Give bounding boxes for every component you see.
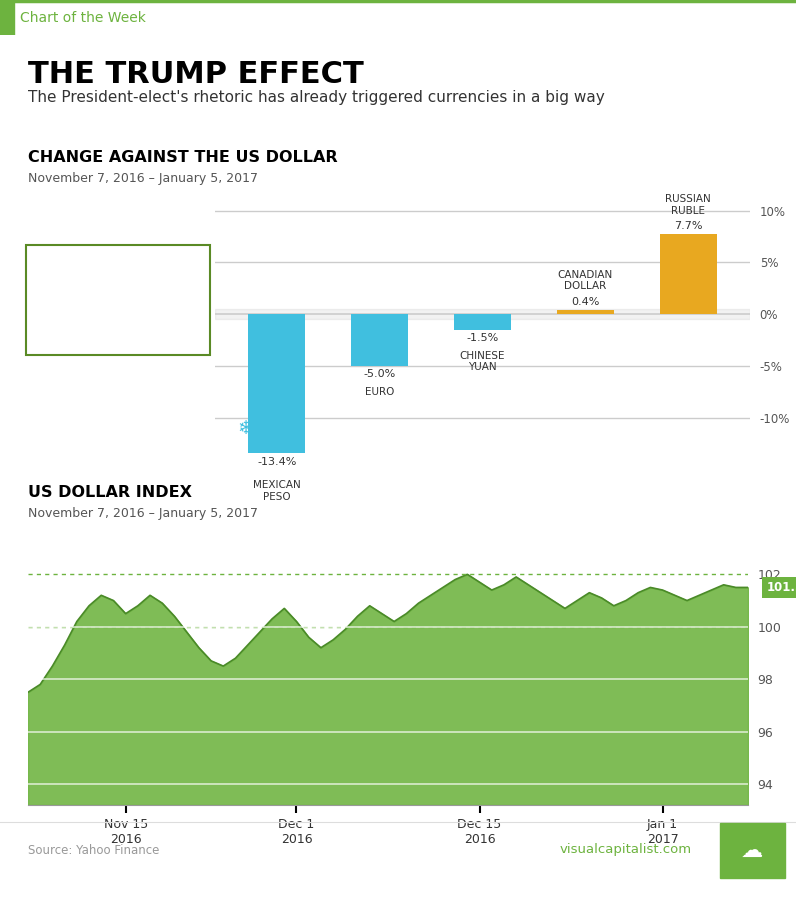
Text: -5.0%: -5.0% <box>364 369 396 379</box>
Text: 7.7%: 7.7% <box>674 221 703 232</box>
Text: CHINESE
YUAN: CHINESE YUAN <box>460 350 505 372</box>
Bar <box>248 314 305 453</box>
Bar <box>351 314 408 366</box>
Text: November 7, 2016 – January 5, 2017: November 7, 2016 – January 5, 2017 <box>28 507 258 520</box>
Text: THE TRUMP EFFECT: THE TRUMP EFFECT <box>28 60 364 89</box>
Text: CANADIAN
DOLLAR: CANADIAN DOLLAR <box>558 269 613 292</box>
Bar <box>455 314 511 330</box>
Text: CHANGE AGAINST THE US DOLLAR: CHANGE AGAINST THE US DOLLAR <box>28 150 338 165</box>
Text: November 7, 2016 – January 5, 2017: November 7, 2016 – January 5, 2017 <box>28 172 258 185</box>
Bar <box>660 234 716 314</box>
Text: -13.4%: -13.4% <box>257 457 296 467</box>
Text: Source: Yahoo Finance: Source: Yahoo Finance <box>28 843 159 857</box>
Text: Chart of the Week: Chart of the Week <box>20 11 146 25</box>
Text: US DOLLAR INDEX: US DOLLAR INDEX <box>28 485 192 500</box>
Text: visualcapitalist.com: visualcapitalist.com <box>560 843 693 857</box>
Text: ❄: ❄ <box>293 408 306 423</box>
Text: EURO: EURO <box>365 387 394 397</box>
Text: 0.4%: 0.4% <box>572 297 599 307</box>
Text: The President-elect's rhetoric has already triggered currencies in a big way: The President-elect's rhetoric has alrea… <box>28 90 605 105</box>
Bar <box>557 310 614 314</box>
Bar <box>0 0 14 35</box>
Text: ☁: ☁ <box>741 841 763 861</box>
Text: 101.5: 101.5 <box>767 581 796 594</box>
Text: ❄: ❄ <box>238 418 254 437</box>
Text: RUSSIAN
RUBLE: RUSSIAN RUBLE <box>665 194 711 216</box>
Bar <box>215 309 750 320</box>
Bar <box>720 823 785 878</box>
Text: -1.5%: -1.5% <box>466 333 498 343</box>
Text: MEXICAN
PESO: MEXICAN PESO <box>253 480 301 502</box>
